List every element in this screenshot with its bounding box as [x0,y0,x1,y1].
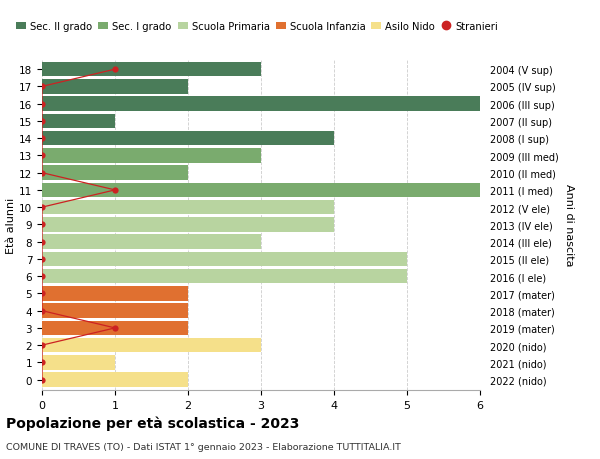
Bar [42,269,407,284]
Bar [42,97,480,112]
Bar [42,149,261,163]
Bar [42,252,407,267]
Bar [42,304,188,318]
Bar [42,355,115,370]
Text: Popolazione per età scolastica - 2023: Popolazione per età scolastica - 2023 [6,415,299,430]
Bar [42,132,334,146]
Bar [42,338,261,353]
Bar [42,286,188,301]
Bar [42,235,261,249]
Bar [42,114,115,129]
Bar [42,80,188,95]
Bar [42,373,188,387]
Bar [42,183,480,198]
Bar [42,63,261,77]
Bar [42,166,188,180]
Bar [42,321,188,336]
Legend: Sec. II grado, Sec. I grado, Scuola Primaria, Scuola Infanzia, Asilo Nido, Stran: Sec. II grado, Sec. I grado, Scuola Prim… [16,22,498,32]
Y-axis label: Età alunni: Età alunni [6,197,16,253]
Text: COMUNE DI TRAVES (TO) - Dati ISTAT 1° gennaio 2023 - Elaborazione TUTTITALIA.IT: COMUNE DI TRAVES (TO) - Dati ISTAT 1° ge… [6,442,401,451]
Bar [42,201,334,215]
Bar [42,218,334,232]
Y-axis label: Anni di nascita: Anni di nascita [564,184,574,266]
